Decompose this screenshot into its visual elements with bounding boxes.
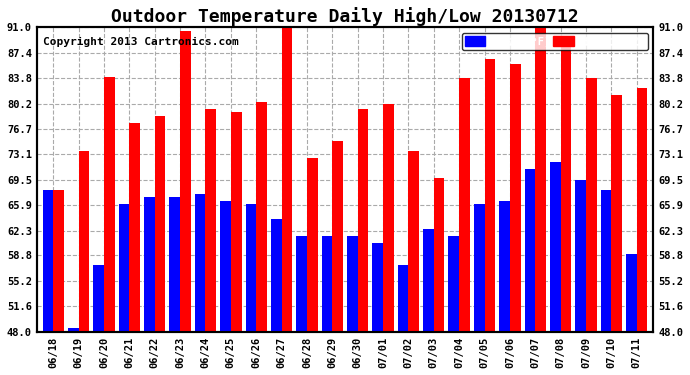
Bar bbox=[155, 116, 166, 332]
Bar bbox=[43, 190, 53, 332]
Bar bbox=[246, 204, 256, 332]
Bar bbox=[79, 152, 89, 332]
Bar bbox=[180, 31, 190, 332]
Bar bbox=[231, 112, 241, 332]
Bar bbox=[601, 190, 611, 332]
Bar bbox=[282, 27, 293, 332]
Bar bbox=[448, 236, 459, 332]
Bar bbox=[484, 59, 495, 332]
Bar bbox=[459, 78, 470, 332]
Title: Outdoor Temperature Daily High/Low 20130712: Outdoor Temperature Daily High/Low 20130… bbox=[111, 7, 579, 26]
Legend: Low  (°F), High  (°F): Low (°F), High (°F) bbox=[462, 33, 648, 50]
Bar bbox=[220, 201, 231, 332]
Bar bbox=[560, 43, 571, 332]
Bar bbox=[53, 190, 64, 332]
Bar bbox=[575, 180, 586, 332]
Bar bbox=[206, 109, 216, 332]
Bar bbox=[397, 265, 408, 332]
Bar bbox=[104, 77, 115, 332]
Bar bbox=[144, 197, 155, 332]
Bar bbox=[434, 178, 444, 332]
Bar bbox=[296, 236, 307, 332]
Bar bbox=[474, 204, 484, 332]
Bar bbox=[333, 141, 343, 332]
Bar bbox=[550, 162, 560, 332]
Bar bbox=[423, 229, 434, 332]
Bar bbox=[307, 159, 317, 332]
Bar bbox=[271, 219, 282, 332]
Bar bbox=[373, 243, 383, 332]
Bar bbox=[408, 152, 419, 332]
Bar bbox=[130, 123, 140, 332]
Bar bbox=[256, 102, 267, 332]
Bar bbox=[93, 265, 104, 332]
Bar bbox=[357, 109, 368, 332]
Bar bbox=[195, 194, 206, 332]
Bar bbox=[383, 104, 394, 332]
Bar bbox=[68, 328, 79, 332]
Bar bbox=[535, 27, 546, 332]
Bar bbox=[347, 236, 357, 332]
Bar bbox=[170, 197, 180, 332]
Bar bbox=[637, 88, 647, 332]
Bar bbox=[119, 204, 130, 332]
Bar bbox=[322, 236, 333, 332]
Bar bbox=[500, 201, 510, 332]
Bar bbox=[510, 64, 520, 332]
Bar bbox=[626, 254, 637, 332]
Bar bbox=[524, 169, 535, 332]
Bar bbox=[586, 78, 597, 332]
Bar bbox=[611, 95, 622, 332]
Text: Copyright 2013 Cartronics.com: Copyright 2013 Cartronics.com bbox=[43, 37, 239, 46]
